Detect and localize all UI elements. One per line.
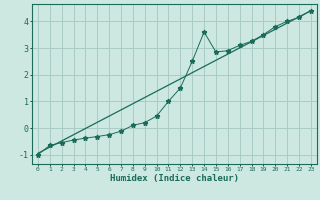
X-axis label: Humidex (Indice chaleur): Humidex (Indice chaleur)	[110, 174, 239, 183]
